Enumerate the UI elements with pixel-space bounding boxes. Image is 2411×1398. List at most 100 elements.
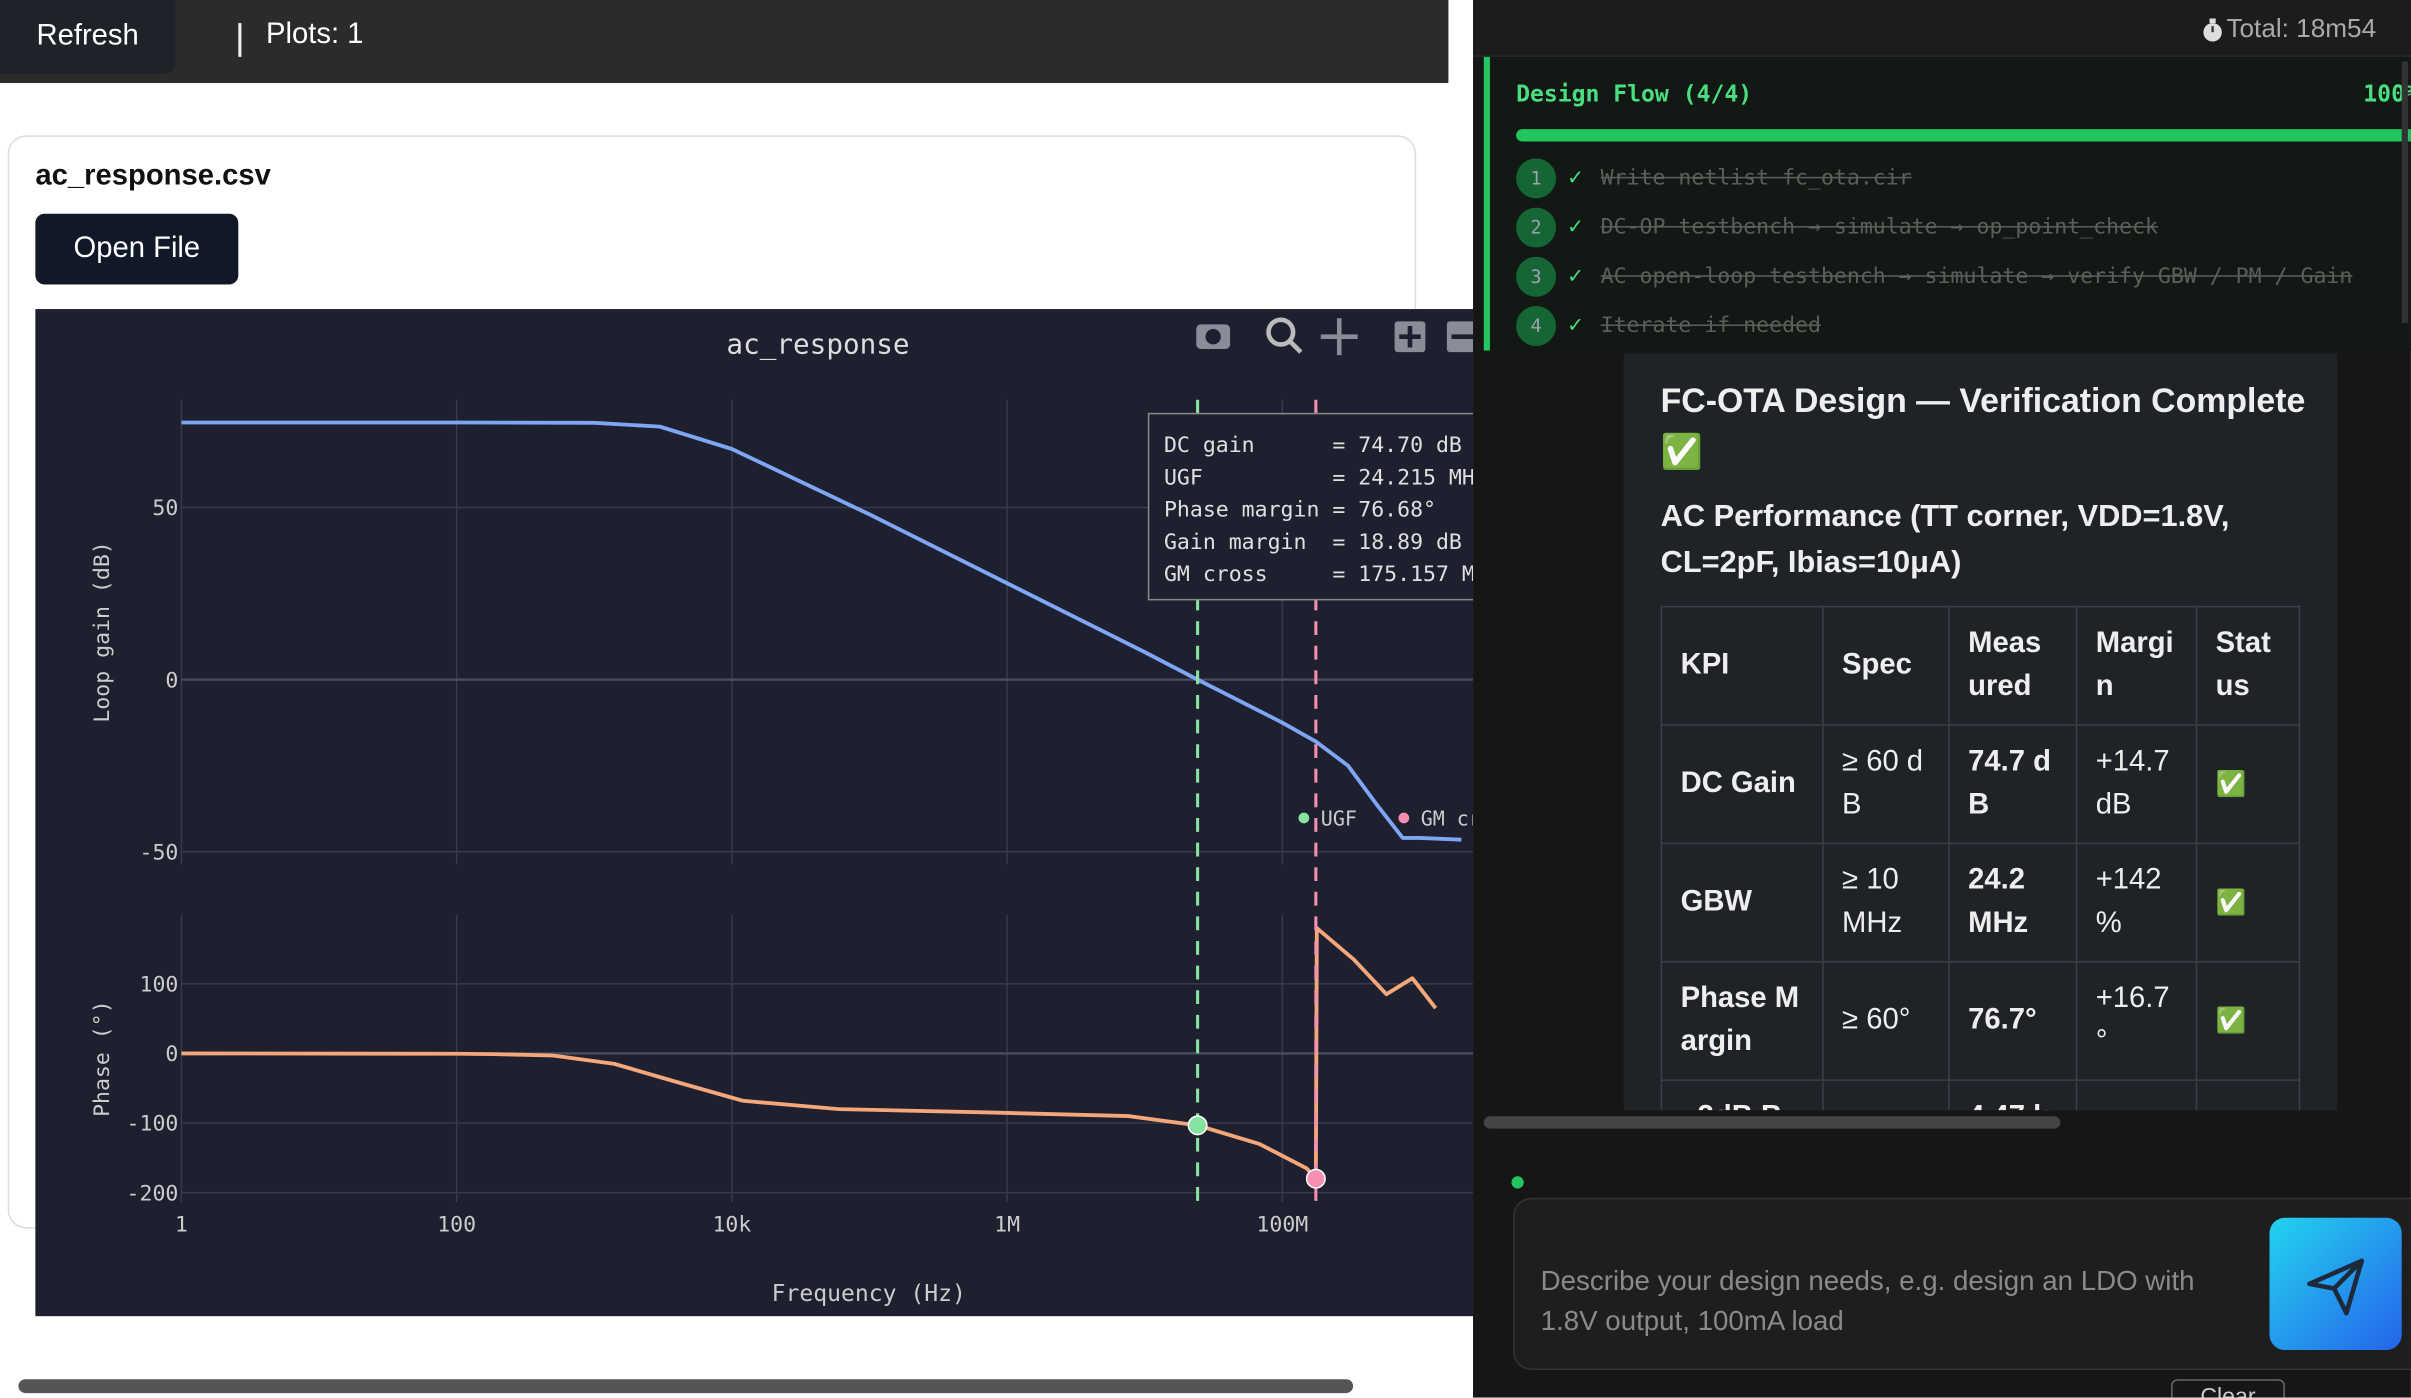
design-flow: Design Flow (4/4) 100% 1✓Write netlist f…: [1483, 56, 2411, 351]
zoom-handle: [1288, 339, 1303, 354]
cell-text: 4.47 kHz: [1968, 1101, 2049, 1110]
x-tick-label: 1M: [994, 1213, 1020, 1238]
column-header: KPI: [1660, 605, 1824, 726]
table-row: DC Gain ≥ 60 dB 74.7 dB +14.7 dB ✅: [1660, 724, 2301, 845]
plot-count: Plots: 1: [266, 18, 364, 51]
y-tick-label: 0: [165, 668, 178, 693]
table-cell: −3dB BW: [1660, 1079, 1824, 1111]
step-text: DC-OP testbench → simulate → op_point_ch…: [1600, 215, 2158, 240]
camera-lens: [1205, 329, 1221, 345]
separator: [238, 23, 242, 57]
table-cell: —: [1822, 1079, 1950, 1111]
y-tick-label: -200: [127, 1181, 179, 1206]
status-bar: [1473, 0, 2411, 57]
flow-title: Design Flow (4/4): [1516, 79, 1753, 108]
table-cell: ✅: [2195, 960, 2301, 1081]
message-subtitle: AC Performance (TT corner, VDD=1.8V, CL=…: [1660, 499, 2230, 580]
cell-text: ≥ 60°: [1842, 1004, 1911, 1037]
table-body: DC Gain ≥ 60 dB 74.7 dB +14.7 dB ✅ GBW ≥ 10 MH…: [1660, 724, 2301, 1111]
cell-text: ≥ 10 MHz: [1842, 864, 1903, 940]
scrollbar[interactable]: [18, 1379, 1354, 1394]
plot-area: ac_response Frequency (Hz) -50 0 50 Loop ga…: [90, 317, 1474, 1307]
cell-text: +142 %: [2095, 864, 2162, 940]
kpi-table: KPI Spec Measured Margin Status DC Gain ≥ 60 d…: [1660, 605, 2301, 1111]
y-tick-label: 50: [152, 496, 178, 521]
annotation-line: Gain margin = 18.89 dB: [1164, 530, 1462, 555]
table-cell: ✅: [2195, 724, 2301, 845]
table-cell: ≥ 60°: [1822, 960, 1950, 1081]
column-header: Status: [2195, 605, 2301, 726]
table-row: −3dB BW—4.47 kHz——: [1660, 1079, 2301, 1111]
table-cell: ✅: [2195, 842, 2301, 963]
input-placeholder: Describe your design needs, e.g. design …: [1540, 1265, 2195, 1337]
cell-text: −3dB BW: [1681, 1101, 1782, 1110]
step-number: 1: [1516, 158, 1557, 199]
top-bar: [0, 0, 1449, 84]
table-cell: Phase Margin: [1660, 960, 1824, 1081]
open-file-button[interactable]: Open File: [35, 213, 239, 285]
step-check: ✓: [1568, 310, 1583, 339]
legend-swatch: [1298, 812, 1310, 824]
cell-text: 76.7°: [1968, 1004, 2037, 1037]
plus: [1399, 325, 1421, 348]
table-cell: ≥ 60 dB: [1822, 724, 1950, 845]
annotation-box: [1147, 412, 1474, 601]
legend-label: GM cross: [1421, 807, 1473, 831]
scrollbar[interactable]: [2401, 61, 2408, 323]
grid: [180, 399, 1474, 1203]
clear-button[interactable]: Clear: [2171, 1379, 2285, 1398]
cell-text: ≥ 60 dB: [1842, 745, 1924, 822]
message-title: FC-OTA Design — Verification Complete ✅: [1660, 381, 2306, 471]
message-card: FC-OTA Design — Verification Complete ✅ …: [1623, 353, 2338, 1111]
cell-text: 74.7 dB: [1968, 745, 2051, 822]
x-tick-label: 1: [175, 1213, 188, 1238]
x-axis-label: Frequency (Hz): [772, 1281, 966, 1307]
pan-icon[interactable]: [1320, 318, 1358, 356]
send-icon: [2307, 1258, 2365, 1316]
step-number: 3: [1516, 256, 1557, 297]
chat-input[interactable]: [1512, 1197, 2411, 1371]
status-dot: [1511, 1176, 1524, 1189]
marker-point: [1187, 1115, 1208, 1136]
x-tick-label: 10k: [712, 1213, 751, 1238]
cell-text: ✅: [2215, 1007, 2247, 1035]
step-text: Iterate if needed: [1600, 313, 1821, 339]
progress-bar: [1516, 129, 2411, 142]
plot-title: ac_response: [726, 328, 909, 362]
y-tick-label: -50: [139, 840, 178, 865]
step-text: AC open-loop testbench → simulate → veri…: [1600, 264, 2353, 290]
plot-panel: ac_response Frequency (Hz) -50 0 50 Loop ga…: [35, 309, 1474, 1317]
table-cell: +16.7 °: [2075, 960, 2198, 1081]
step-check: ✓: [1568, 212, 1583, 240]
table-cell: —: [2195, 1079, 2301, 1111]
step-number: 2: [1516, 207, 1557, 248]
cell-text: ✅: [2215, 771, 2247, 798]
legend-label: UGF: [1321, 807, 1357, 831]
table-cell: DC Gain: [1660, 724, 1824, 845]
table-cell: 4.47 kHz: [1948, 1079, 2078, 1111]
refresh-button[interactable]: Refresh: [0, 0, 176, 74]
scrollbar[interactable]: [1483, 1116, 2061, 1129]
cell-text: +16.7 °: [2095, 982, 2170, 1058]
table-cell: 74.7 dB: [1948, 724, 2078, 845]
step-check: ✓: [1568, 162, 1583, 191]
marker-point: [1305, 1168, 1326, 1189]
file-name: ac_response.csv: [35, 159, 271, 193]
total-time: Total: 18m54: [2226, 13, 2377, 44]
modebar: [1196, 317, 1474, 356]
annotation-line: DC gain = 74.70 dB: [1164, 433, 1462, 458]
step-text: Write netlist fc_ota.cir: [1600, 166, 1912, 191]
data-line: [181, 420, 1462, 842]
cell-text: DC Gain: [1680, 767, 1796, 800]
send-button[interactable]: [2269, 1217, 2402, 1351]
y-tick-label: 100: [139, 972, 178, 997]
plot: ac_response Frequency (Hz) -50 0 50 Loop ga…: [90, 317, 1474, 1307]
zoom-icon[interactable]: [1266, 317, 1296, 347]
table-cell: ≥ 10 MHz: [1822, 842, 1950, 963]
y-axis-label: Phase (°): [90, 1000, 115, 1117]
legend-swatch: [1398, 812, 1410, 824]
y-tick-label: -100: [127, 1112, 179, 1137]
cell-text: Phase Margin: [1680, 982, 1800, 1058]
